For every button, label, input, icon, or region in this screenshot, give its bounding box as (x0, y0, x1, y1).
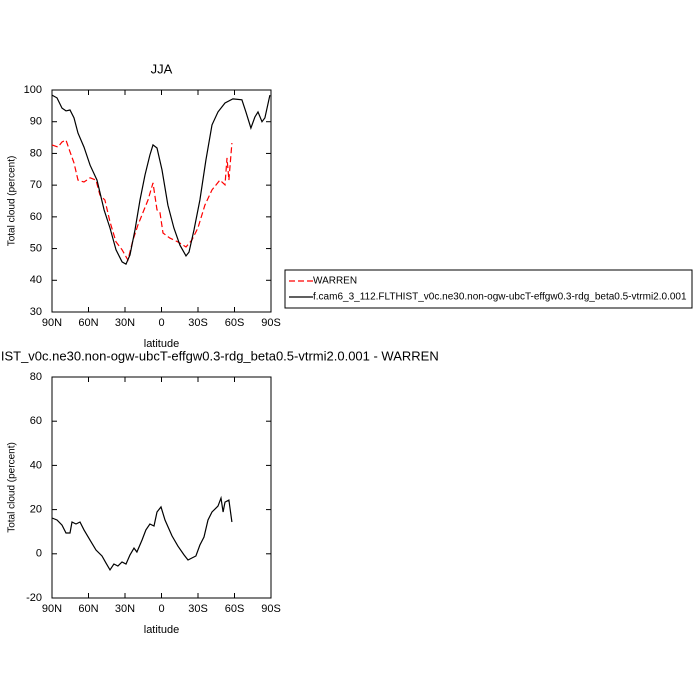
y-tick-label: 80 (30, 147, 42, 159)
x-tick-label: 30N (115, 317, 135, 329)
x-tick-label: 90S (261, 603, 281, 615)
x-tick-label: 60N (78, 317, 98, 329)
series-line (51, 495, 233, 572)
y-tick-label: 70 (30, 179, 42, 191)
y-axis-label: Total cloud (percent) (7, 156, 18, 247)
x-axis-label: latitude (144, 338, 179, 350)
x-tick-label: 30S (188, 603, 208, 615)
series-line (51, 94, 271, 265)
x-tick-label: 90S (261, 317, 281, 329)
series-line (51, 139, 233, 262)
y-tick-label: 50 (30, 242, 42, 254)
x-tick-label: 0 (158, 603, 164, 615)
y-tick-label: 80 (30, 371, 42, 383)
y-tick-label: 60 (30, 211, 42, 223)
x-axis-label: latitude (144, 624, 179, 636)
x-tick-label: 60S (225, 603, 245, 615)
y-tick-label: -20 (26, 592, 42, 604)
y-tick-label: 40 (30, 274, 42, 286)
x-tick-label: 60S (225, 317, 245, 329)
legend-label: WARREN (313, 276, 357, 287)
y-tick-label: 60 (30, 415, 42, 427)
chart-title: JJA (151, 61, 173, 76)
x-tick-label: 30S (188, 317, 208, 329)
y-axis-label: Total cloud (percent) (7, 442, 18, 533)
y-tick-label: 40 (30, 459, 42, 471)
y-tick-label: 0 (36, 548, 42, 560)
y-tick-label: 20 (30, 504, 42, 516)
y-tick-label: 90 (30, 116, 42, 128)
legend-label: f.cam6_3_112.FLTHIST_v0c.ne30.non-ogw-ub… (313, 292, 687, 303)
plot-frame (51, 376, 272, 599)
chart-title: f.cam6_3_112.FLTHIST_v0c.ne30.non-ogw-ub… (0, 348, 439, 363)
x-tick-label: 30N (115, 603, 135, 615)
x-tick-label: 90N (42, 317, 62, 329)
x-tick-label: 60N (78, 603, 98, 615)
plot-frame (51, 89, 272, 313)
x-tick-label: 90N (42, 603, 62, 615)
y-tick-label: 30 (30, 306, 42, 318)
legend-box (284, 269, 693, 309)
y-tick-label: 100 (24, 84, 42, 96)
x-tick-label: 0 (158, 317, 164, 329)
